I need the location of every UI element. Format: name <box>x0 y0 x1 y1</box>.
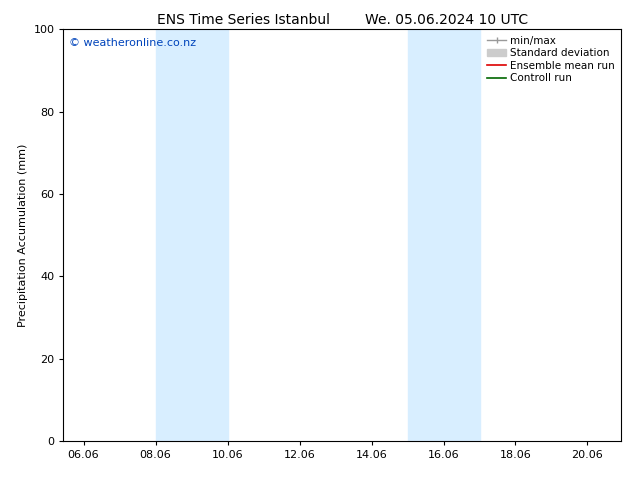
Title: ENS Time Series Istanbul        We. 05.06.2024 10 UTC: ENS Time Series Istanbul We. 05.06.2024 … <box>157 13 528 27</box>
Y-axis label: Precipitation Accumulation (mm): Precipitation Accumulation (mm) <box>18 144 28 327</box>
Text: © weatheronline.co.nz: © weatheronline.co.nz <box>69 38 196 48</box>
Bar <box>155 29 228 441</box>
Bar <box>408 29 479 441</box>
Legend: min/max, Standard deviation, Ensemble mean run, Controll run: min/max, Standard deviation, Ensemble me… <box>483 31 619 88</box>
